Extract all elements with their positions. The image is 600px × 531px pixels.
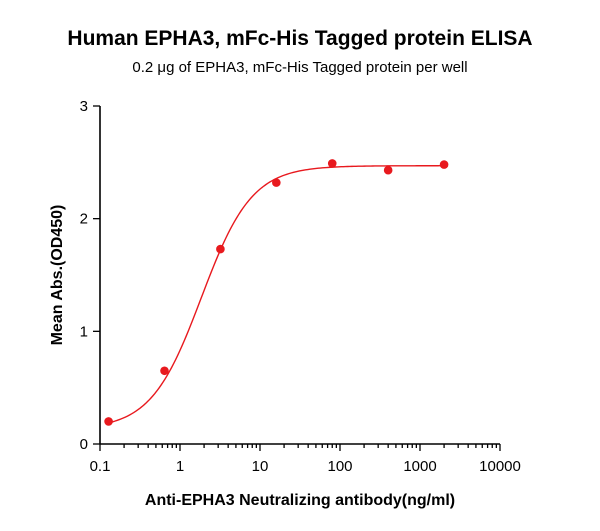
x-tick-label: 10 [252, 458, 269, 475]
chart-subtitle: 0.2 μg of EPHA3, mFc-His Tagged protein … [132, 59, 467, 76]
data-point [160, 366, 169, 376]
x-tick-label: 10000 [479, 458, 521, 475]
chart-title: Human EPHA3, mFc-His Tagged protein ELIS… [67, 27, 532, 50]
x-axis-label: Anti-EPHA3 Neutralizing antibody(ng/ml) [145, 492, 455, 509]
y-ticks: 0 1 2 3 [80, 98, 100, 453]
y-axis-label: Mean Abs.(OD450) [49, 205, 66, 346]
x-tick-label: 0.1 [90, 458, 111, 475]
x-tick-label: 1000 [403, 458, 436, 475]
x-ticks: 0.1 1 10 100 1000 10000 [90, 444, 521, 475]
data-point [216, 244, 225, 254]
y-tick-label: 1 [80, 323, 88, 340]
x-tick-label: 1 [176, 458, 184, 475]
data-point [327, 159, 337, 168]
fit-curve-layer [108, 165, 445, 424]
y-tick-label: 2 [80, 211, 88, 228]
axes [99, 106, 500, 445]
data-point [104, 417, 113, 426]
data-points [104, 159, 449, 426]
y-tick-label: 0 [80, 436, 88, 453]
x-tick-label: 100 [327, 458, 352, 475]
data-point [383, 165, 393, 175]
fit-curve [108, 165, 445, 424]
data-point [272, 178, 281, 187]
y-tick-label: 3 [80, 98, 88, 115]
data-point [439, 160, 449, 169]
